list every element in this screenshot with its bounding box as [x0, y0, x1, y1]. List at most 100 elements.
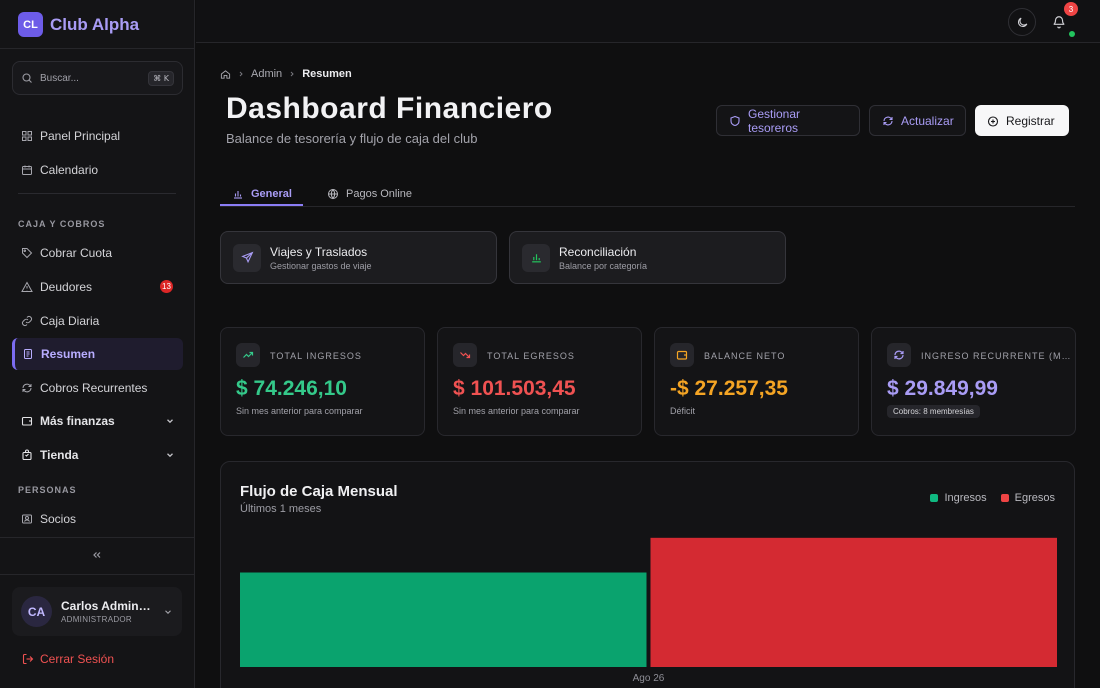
search-input[interactable]: Buscar... ⌘ K [12, 61, 183, 95]
cash-flow-chart: Ago 26 [240, 537, 1058, 684]
user-menu[interactable]: CA Carlos Administrador ADMINISTRADOR [12, 587, 182, 636]
theme-toggle-button[interactable] [1008, 8, 1036, 36]
manage-treasurers-button[interactable]: Gestionar tesoreros [716, 105, 860, 136]
page-title: Dashboard Financiero [226, 92, 553, 125]
sidebar-item-resumen[interactable]: Resumen [12, 338, 183, 370]
sidebar-group-mas-finanzas[interactable]: Más finanzas [12, 405, 183, 437]
kpi-icon-wrap [887, 343, 911, 367]
refresh-icon [893, 349, 905, 361]
page-subtitle: Balance de tesorería y flujo de caja del… [226, 131, 478, 146]
tab-pagos-online[interactable]: Pagos Online [327, 181, 412, 207]
sidebar-item-label: Deudores [40, 280, 93, 294]
sidebar-item-caja-diaria[interactable]: Caja Diaria [12, 305, 183, 337]
travel-card[interactable]: Viajes y Traslados Gestionar gastos de v… [220, 231, 497, 284]
kpi-icon-wrap [453, 343, 477, 367]
chevron-down-icon [165, 450, 175, 460]
breadcrumb-admin[interactable]: Admin [251, 68, 283, 80]
kpi-label: TOTAL EGRESOS [487, 351, 575, 361]
topbar [196, 0, 1100, 43]
chevron-down-icon [165, 416, 175, 426]
id-card-icon [21, 513, 33, 525]
trending-up-icon [242, 349, 254, 361]
section-label-caja: CAJA Y COBROS [18, 219, 106, 229]
sidebar-item-calendario[interactable]: Calendario [12, 154, 183, 186]
sidebar-item-socios[interactable]: Socios [12, 503, 183, 535]
sidebar-item-label: Caja Diaria [40, 314, 100, 328]
refresh-icon [21, 382, 33, 394]
sidebar-item-deudores[interactable]: Deudores 13 [12, 271, 183, 303]
kpi-note: Sin mes anterior para comparar [236, 406, 363, 416]
tab-general[interactable]: General [232, 181, 292, 207]
kpi-pill: Cobros: 8 membresías [887, 405, 980, 418]
user-info: Carlos Administrador ADMINISTRADOR [61, 599, 153, 624]
user-name: Carlos Administrador [61, 599, 153, 613]
sidebar-item-label: Cobros Recurrentes [40, 381, 148, 395]
bar-chart-icon [522, 243, 550, 272]
travel-card-title: Viajes y Traslados [270, 244, 368, 259]
trending-down-icon [459, 349, 471, 361]
wallet-icon [676, 349, 688, 361]
divider [0, 537, 195, 538]
bar-ingresos-0[interactable] [240, 572, 647, 667]
tabs-divider [220, 206, 1075, 207]
kpi-balance-neto: BALANCE NETO -$ 27.257,35 Déficit [654, 327, 859, 436]
breadcrumb: Admin Resumen [220, 68, 352, 80]
sidebar-item-label: Resumen [41, 347, 96, 361]
kpi-icon-wrap [670, 343, 694, 367]
cash-flow-chart-card: Flujo de Caja Mensual Últimos 1 meses In… [220, 461, 1075, 688]
tab-label: General [251, 188, 292, 200]
sidebar-item-label: Calendario [40, 163, 99, 177]
legend-swatch [1000, 494, 1009, 502]
reconciliation-card[interactable]: Reconciliación Balance por categoría [509, 231, 786, 284]
divider [18, 193, 176, 194]
kpi-note: Sin mes anterior para comparar [453, 406, 580, 416]
sidebar-item-panel-principal[interactable]: Panel Principal [12, 120, 183, 152]
chevron-right-icon [237, 70, 245, 78]
home-icon[interactable] [220, 69, 231, 80]
bag-icon [21, 449, 33, 461]
alert-triangle-icon [21, 281, 33, 293]
sidebar-item-label: Socios [40, 512, 77, 526]
register-button[interactable]: Registrar [975, 105, 1069, 136]
kpi-ingreso-recurrente: INGRESO RECURRENTE (MENSUAL) $ 29.849,99… [871, 327, 1076, 436]
bar-egresos-0[interactable] [650, 537, 1058, 667]
calendar-icon [21, 164, 33, 176]
breadcrumb-current: Resumen [302, 68, 352, 80]
section-label-personas: PERSONAS [18, 485, 77, 495]
logout-icon [22, 653, 34, 665]
bar-chart-icon [232, 188, 244, 200]
collapse-sidebar-icon[interactable] [91, 549, 105, 561]
brand-name: Club Alpha [50, 14, 140, 34]
brand[interactable]: CL Club Alpha [18, 12, 139, 37]
legend-item-egresos[interactable]: Egresos [1000, 492, 1055, 504]
kpi-label: BALANCE NETO [704, 351, 786, 361]
logout-label: Cerrar Sesión [40, 652, 115, 666]
sidebar-group-tienda[interactable]: Tienda [12, 439, 183, 471]
logout-button[interactable]: Cerrar Sesión [22, 652, 114, 666]
shield-icon [729, 115, 741, 127]
divider [0, 48, 195, 49]
sidebar-item-label: Cobrar Cuota [40, 246, 113, 260]
notifications-button[interactable] [1045, 8, 1073, 36]
sidebar-item-cobros-recurrentes[interactable]: Cobros Recurrentes [12, 372, 183, 404]
search-icon [21, 72, 33, 84]
debtors-count-badge: 13 [160, 280, 173, 293]
sidebar-item-cobrar-cuota[interactable]: Cobrar Cuota [12, 237, 183, 269]
online-status-dot [1069, 31, 1075, 37]
globe-icon [327, 188, 339, 200]
kpi-icon-wrap [236, 343, 260, 367]
kpi-label: INGRESO RECURRENTE (MENSUAL) [921, 351, 1071, 361]
legend-item-ingresos[interactable]: Ingresos [930, 492, 987, 504]
user-role: ADMINISTRADOR [61, 615, 133, 624]
sidebar: CL Club Alpha Buscar... ⌘ K Panel Princi… [0, 0, 195, 688]
kpi-label: TOTAL INGRESOS [270, 351, 362, 361]
chart-subtitle: Últimos 1 meses [240, 503, 322, 515]
register-label: Registrar [1006, 113, 1055, 128]
kpi-value: $ 101.503,45 [453, 377, 576, 400]
notification-count-badge: 3 [1064, 2, 1078, 16]
chart-title: Flujo de Caja Mensual [240, 483, 398, 500]
link-icon [21, 315, 33, 327]
refresh-button[interactable]: Actualizar [869, 105, 966, 136]
grid-icon [21, 130, 33, 142]
kpi-total-ingresos: TOTAL INGRESOS $ 74.246,10 Sin mes anter… [220, 327, 425, 436]
